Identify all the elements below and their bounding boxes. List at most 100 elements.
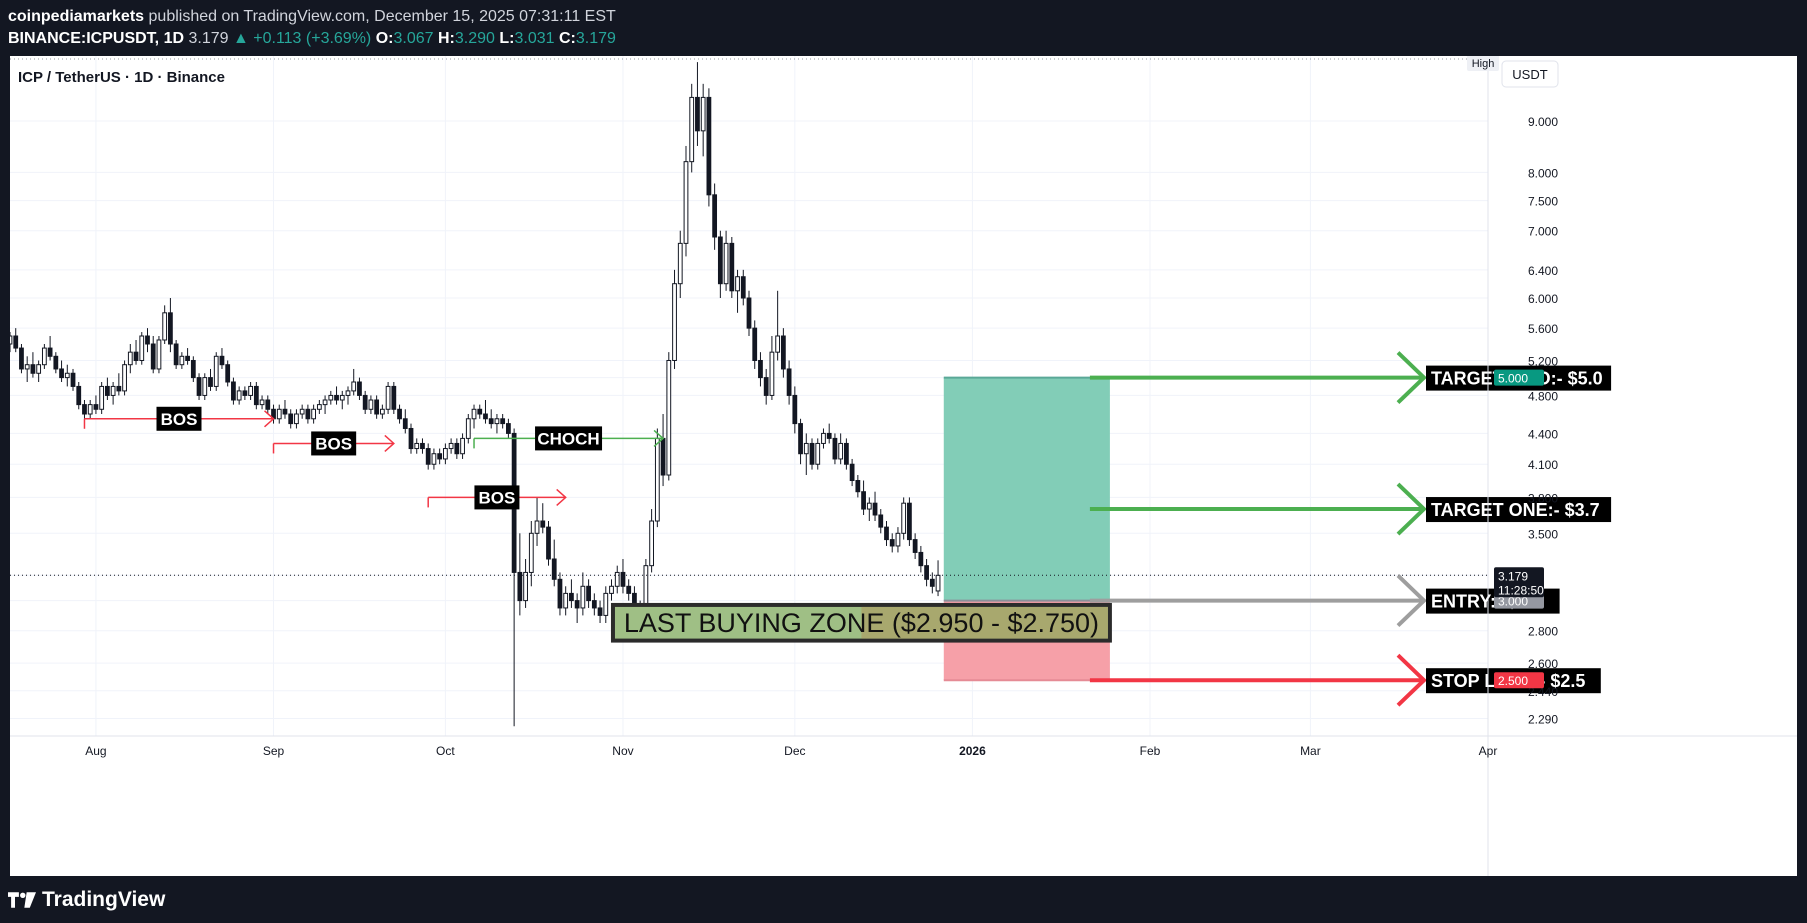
candle-body <box>792 394 798 425</box>
candle-body <box>654 437 660 522</box>
brand-name: TradingView <box>42 888 166 911</box>
structure-label: BOS <box>479 488 516 507</box>
candle-body <box>448 442 454 450</box>
chart-title: ICP / TetherUS · 1D · Binance <box>18 69 225 86</box>
candle-body <box>110 385 116 396</box>
time-tick-label: Nov <box>612 744 633 758</box>
annotation-arrow <box>1396 482 1427 536</box>
candle-body <box>752 327 758 361</box>
candle-body <box>695 96 700 132</box>
symbol-label: BINANCE:ICPUSDT, 1D <box>8 30 185 47</box>
candles-layer <box>10 62 941 727</box>
price-tick-label: 8.000 <box>1528 166 1558 180</box>
low-value: 3.031 <box>514 30 555 47</box>
author-name[interactable]: coinpediamarkets <box>8 8 145 25</box>
candle-body <box>580 585 586 609</box>
candle-body <box>740 276 746 299</box>
candle-body <box>145 335 150 345</box>
price-tag-box <box>1494 369 1544 386</box>
price-tag-label: 2.500 <box>1498 674 1528 688</box>
candle-body <box>345 390 351 396</box>
annotation-label: TARGET ONE:- $3.7 <box>1431 500 1600 520</box>
price-chart[interactable]: BOS BOS BOS CHOCH LAST BUYING ZONE ($2.950 … <box>10 56 1797 876</box>
structure-arrow <box>556 488 567 506</box>
candle-body <box>912 539 918 553</box>
currency-text: USDT <box>1512 67 1547 82</box>
price-tick-label: 4.800 <box>1528 389 1558 403</box>
candle-body <box>815 442 821 465</box>
close-value: 3.179 <box>575 30 616 47</box>
candle-body <box>104 385 110 396</box>
candle-body <box>259 399 265 406</box>
time-tick-label: Mar <box>1300 744 1321 758</box>
candle-body <box>465 418 471 439</box>
candle-body <box>861 491 866 510</box>
candle-body <box>437 453 443 460</box>
high-value: 3.290 <box>454 30 495 47</box>
candle-body <box>546 526 551 560</box>
axes-layer: 2.290 2.440 2.600 2.800 3.500 3.800 4.100 4.400… <box>10 56 1797 876</box>
publish-header: coinpediamarkets published on TradingVie… <box>8 6 616 27</box>
candle-body <box>391 385 397 410</box>
candle-body <box>414 442 420 450</box>
candle-body <box>425 448 431 465</box>
price-tick-label: 4.100 <box>1528 458 1558 472</box>
candle-body <box>683 161 689 244</box>
candle-body <box>362 394 368 410</box>
candle-body <box>620 571 626 587</box>
high-label: High <box>1467 56 1499 71</box>
candle-body <box>265 399 271 410</box>
candle-body <box>826 432 832 439</box>
candle-body <box>202 377 208 396</box>
structure-label: BOS <box>315 434 352 453</box>
candle-body <box>82 404 87 415</box>
candle-body <box>517 571 523 602</box>
candle-body <box>379 408 385 415</box>
time-tick-label: Dec <box>784 744 805 758</box>
candle-body <box>357 381 362 396</box>
price-tick-label: 6.400 <box>1528 264 1558 278</box>
candle-body <box>866 502 872 510</box>
candle-body <box>735 276 740 292</box>
candle-body <box>551 558 557 580</box>
last-price: 3.179 <box>188 30 229 47</box>
candle-body <box>506 423 511 434</box>
candle-body <box>786 368 792 396</box>
structure-arrow <box>264 410 275 428</box>
candle-body <box>19 347 24 370</box>
buying-zone-label: LAST BUYING ZONE ($2.950 - $2.750) <box>624 608 1099 638</box>
candle-body <box>884 526 889 541</box>
candle-body <box>93 404 99 410</box>
price-tick-label: 5.600 <box>1528 322 1558 336</box>
candle-body <box>59 368 64 379</box>
candle-body <box>368 399 374 410</box>
candle-body <box>196 377 202 396</box>
candle-body <box>666 359 672 476</box>
structure-label-box <box>156 406 202 431</box>
annotation-arrow <box>1396 653 1427 707</box>
candle-body <box>872 502 878 516</box>
candle-body <box>156 339 162 370</box>
structure-label-box <box>535 426 603 451</box>
candle-body <box>173 343 179 366</box>
annotation-label-box <box>1426 497 1612 523</box>
tradingview-logo[interactable]: TradingView <box>8 888 165 912</box>
price-tick-label: 4.400 <box>1528 427 1558 441</box>
candle-body <box>87 404 93 415</box>
candle-body <box>351 381 357 392</box>
price-tick-label: 6.000 <box>1528 292 1558 306</box>
target-one-annotation: TARGET ONE:- $3.7 <box>1089 482 1612 536</box>
candle-body <box>454 442 460 455</box>
candle-body <box>168 312 173 345</box>
candle-body <box>322 399 328 406</box>
candle-body <box>385 385 391 410</box>
candle-body <box>420 442 425 450</box>
candle-body <box>660 437 666 476</box>
candle-body <box>122 364 127 392</box>
candle-body <box>311 408 317 420</box>
last-buying-zone: LAST BUYING ZONE ($2.950 - $2.750) <box>610 602 1112 643</box>
candle-body <box>832 437 838 460</box>
candle-body <box>574 600 580 609</box>
currency-box <box>1501 60 1559 88</box>
